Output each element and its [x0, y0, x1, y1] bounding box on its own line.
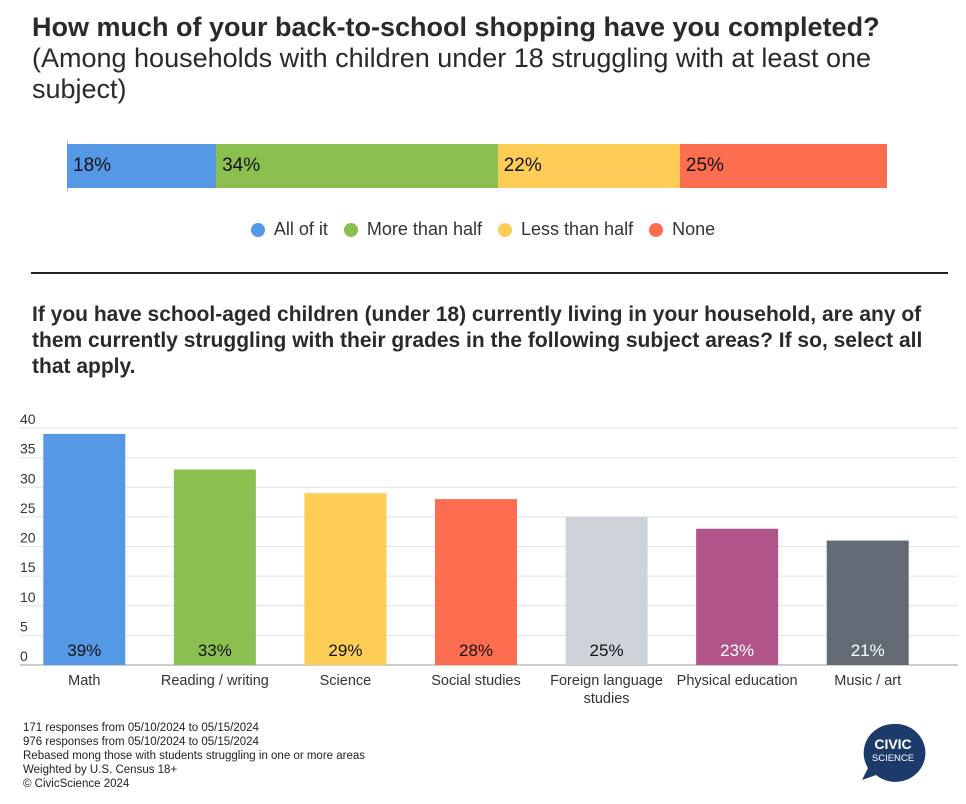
legend-label: More than half	[366, 219, 482, 239]
y-tick-label: 0	[20, 648, 28, 664]
x-tick-label: Music / art	[834, 673, 901, 689]
legend-item: All of it	[250, 219, 328, 240]
legend-item: More than half	[343, 219, 482, 240]
chart1-title-block: How much of your back-to-school shopping…	[32, 12, 932, 105]
footer-line: 171 responses from 05/10/2024 to 05/15/2…	[23, 722, 259, 734]
x-tick-label: Science	[320, 673, 372, 689]
legend-label: Less than half	[521, 219, 634, 239]
chart1-title: How much of your back-to-school shopping…	[32, 12, 880, 42]
stacked-segment-2: 22%	[497, 144, 680, 188]
legend-item: Less than half	[498, 219, 633, 240]
legend-dot-icon	[649, 222, 664, 237]
y-tick-label: 25	[20, 500, 36, 516]
legend-dot-icon	[343, 222, 358, 237]
stacked-bar: 18% 34% 22% 25%	[67, 144, 887, 188]
y-tick-label: 35	[20, 441, 36, 457]
y-tick-label: 15	[20, 559, 36, 575]
bar-value-label: 33%	[198, 641, 232, 660]
x-tick-label: Physical education	[677, 673, 798, 689]
logo-badge-icon	[862, 723, 926, 782]
stacked-segment-3: 25%	[679, 144, 887, 188]
footer-line: 976 responses from 05/10/2024 to 05/15/2…	[23, 736, 259, 748]
x-tick-label: Social studies	[431, 673, 520, 689]
legend-item: None	[649, 219, 715, 240]
x-tick-label: Reading / writing	[161, 673, 269, 689]
y-tick-label: 5	[20, 618, 28, 634]
bar-value-label: 39%	[67, 641, 101, 660]
footer-line: © CivicScience 2024	[23, 778, 130, 790]
bar	[696, 528, 779, 665]
y-tick-label: 40	[20, 411, 36, 427]
stacked-segment-0: 18%	[67, 144, 217, 188]
subject-bar-chart: 0 5 10 15 20 25 30 35 40 39% Math 33% Reading / writ…	[20, 411, 958, 707]
section-divider	[31, 272, 948, 274]
stacked-segment-1: 34%	[216, 144, 498, 188]
bar	[304, 493, 387, 665]
legend-label: None	[672, 219, 716, 239]
bar-value-label: 29%	[328, 641, 362, 660]
y-tick-label: 20	[20, 530, 36, 546]
bar-value-label: 28%	[459, 641, 493, 660]
footer-notes: 171 responses from 05/10/2024 to 05/15/2…	[23, 721, 365, 791]
footer-line: Rebased mong those with students struggl…	[23, 750, 366, 762]
legend-dot-icon	[250, 222, 265, 237]
y-tick-label: 30	[20, 470, 36, 486]
y-tick-label: 10	[20, 589, 36, 605]
bar-value-label: 25%	[590, 641, 624, 660]
legend-label: All of it	[273, 219, 328, 239]
chart1-subtitle: (Among households with children under 18…	[32, 43, 872, 104]
legend-dot-icon	[498, 222, 512, 237]
stacked-bar-legend: All of it More than half Less than half Non…	[0, 219, 966, 240]
bar	[173, 469, 256, 665]
chart2-title: If you have school-aged children (under …	[32, 303, 923, 378]
bar-value-label: 23%	[720, 641, 754, 660]
logo-line1: CIVIC	[874, 736, 911, 752]
civicscience-logo: CIVIC SCIENCE	[862, 723, 926, 782]
x-tick-label: Math	[68, 673, 100, 689]
x-tick-label: Foreign language	[550, 673, 663, 689]
bar-value-label: 21%	[851, 641, 885, 660]
x-tick-label: studies	[584, 691, 630, 707]
logo-line2: SCIENCE	[872, 753, 914, 764]
bar	[826, 540, 909, 665]
footer-line: Weighted by U.S. Census 18+	[23, 764, 178, 776]
bar	[43, 433, 126, 665]
bar	[435, 499, 517, 665]
bar	[565, 516, 648, 665]
